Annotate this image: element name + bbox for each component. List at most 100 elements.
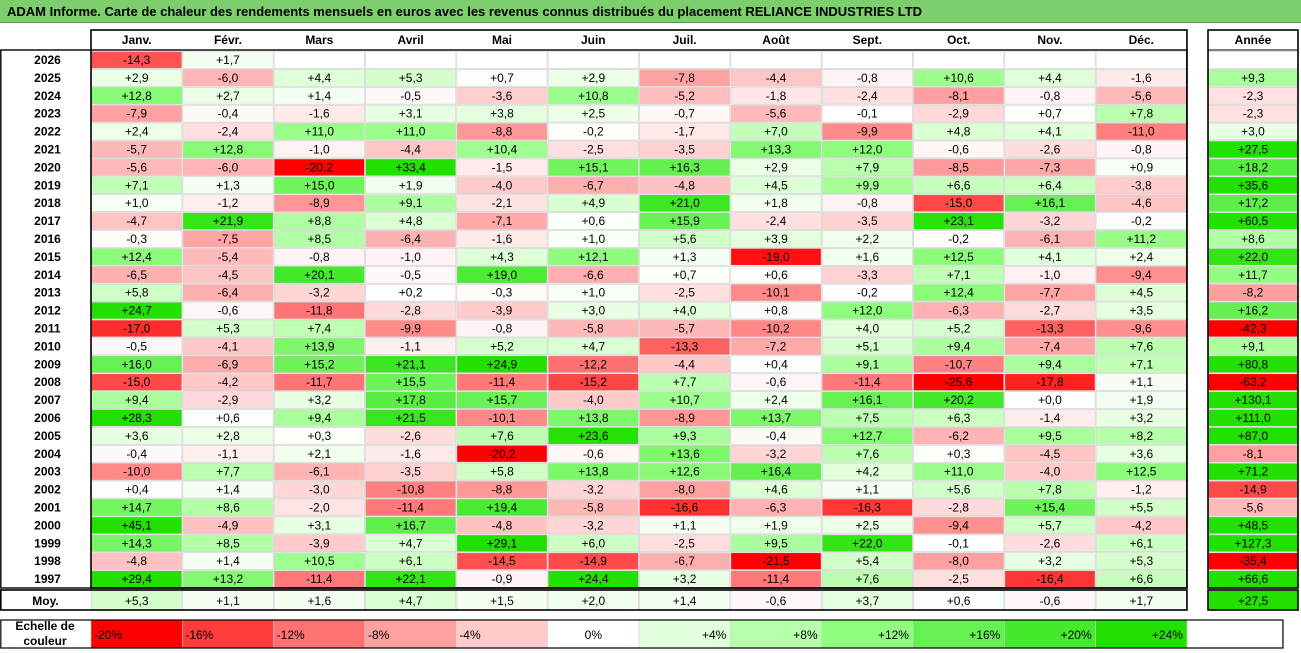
heatmap-cell: [456, 391, 548, 409]
heatmap-cell: [639, 391, 731, 409]
cell-value: +9,1: [399, 196, 423, 210]
heatmap-cell: [182, 301, 274, 320]
cell-value: -4,1: [218, 339, 239, 353]
heatmap-cell: [547, 69, 639, 87]
heatmap-cell: [730, 176, 822, 195]
cell-value: +2,4: [764, 393, 788, 407]
cell-value: +5,8: [125, 286, 149, 300]
cell-value: -0,6: [948, 143, 969, 157]
heatmap-cell: [365, 122, 457, 141]
cell-value: +1,1: [855, 483, 879, 497]
heatmap-cell: [1004, 552, 1096, 570]
annual-value: +71,2: [1238, 465, 1269, 479]
cell-value: +12,5: [943, 250, 974, 264]
cell-value: +13,3: [761, 143, 792, 157]
month-header: Juin: [581, 33, 606, 47]
heatmap-cell: [730, 373, 822, 391]
heatmap-cell: [730, 194, 822, 212]
cell-value: +7,1: [125, 178, 149, 192]
cell-value: -8,8: [492, 125, 513, 139]
cell-value: -17,8: [1036, 375, 1064, 389]
annual-header: Année: [1235, 33, 1272, 47]
heatmap-cell: [547, 355, 639, 374]
cell-value: +22,1: [395, 572, 426, 586]
month-header: Févr.: [214, 33, 242, 47]
average-label: Moy.: [32, 594, 58, 608]
cell-value: +8,5: [216, 536, 240, 550]
cell-value: -11,7: [306, 375, 333, 389]
cell-value: +3,2: [1038, 554, 1062, 568]
heatmap-cell: [639, 516, 731, 535]
heatmap-cell: [821, 104, 913, 123]
heatmap-cell: [1004, 283, 1096, 302]
legend-swatch-label: +24%: [1152, 628, 1183, 642]
heatmap-cell: [639, 337, 731, 356]
heatmap-cell: [273, 391, 365, 409]
heatmap-cell: [913, 248, 1005, 266]
cell-value: +5,5: [1129, 501, 1153, 515]
heatmap-cell: [639, 355, 731, 374]
year-label: 2006: [34, 411, 61, 425]
cell-value: +16,4: [761, 465, 792, 479]
year-label: 2023: [34, 107, 61, 121]
cell-value: +23,6: [578, 429, 609, 443]
heatmap-cell: [639, 301, 731, 320]
cell-value: +1,8: [764, 196, 788, 210]
heatmap-cell: [1004, 337, 1096, 356]
cell-value: +12,7: [852, 429, 883, 443]
heatmap-cell: [273, 51, 365, 69]
heatmap-cell: [1004, 409, 1096, 427]
year-label: 2022: [34, 125, 61, 139]
cell-value: -4,8: [492, 518, 513, 532]
average-value: +1,5: [490, 594, 514, 608]
heatmap-cell: [639, 158, 731, 177]
cell-value: +1,1: [673, 518, 697, 532]
heatmap-cell: [730, 212, 822, 230]
year-label: 2014: [34, 268, 61, 282]
heatmap-cell: [547, 104, 639, 123]
average-annual-value: +27,5: [1238, 594, 1269, 608]
heatmap-cell: [456, 319, 548, 338]
cell-value: -2,0: [309, 501, 330, 515]
heatmap-cell: [639, 176, 731, 195]
cell-value: -3,2: [583, 483, 604, 497]
cell-value: -3,6: [492, 89, 513, 103]
cell-value: +16,7: [395, 518, 426, 532]
heatmap-cell: [182, 409, 274, 427]
cell-value: -15,0: [123, 375, 151, 389]
year-label: 1998: [34, 554, 61, 568]
year-label: 2024: [34, 89, 61, 103]
cell-value: -1,6: [492, 232, 513, 246]
cell-value: -13,3: [671, 339, 699, 353]
heatmap-cell: [273, 462, 365, 481]
heatmap-cell: [365, 516, 457, 535]
cell-value: -11,4: [306, 572, 333, 586]
heatmap-cell: [273, 86, 365, 105]
cell-value: +6,6: [1129, 572, 1153, 586]
cell-value: +9,4: [125, 393, 149, 407]
cell-value: +15,7: [487, 393, 518, 407]
heatmap-cell: [639, 86, 731, 105]
cell-value: -2,5: [674, 536, 695, 550]
cell-value: +0,8: [764, 304, 788, 318]
cell-value: -1,1: [400, 339, 421, 353]
cell-value: +3,2: [1129, 411, 1153, 425]
year-column-border: [0, 49, 1188, 589]
cell-value: -0,4: [218, 107, 239, 121]
heatmap-cell: [182, 373, 274, 391]
cell-value: +19,0: [487, 268, 518, 282]
legend-label-line1: Echelle de: [15, 619, 75, 633]
annual-value: +18,2: [1238, 160, 1269, 174]
average-value: +1,1: [216, 594, 240, 608]
heatmap-cell: [365, 498, 457, 517]
legend-swatch-label: -12%: [277, 628, 305, 642]
annual-value: -2,3: [1243, 89, 1264, 103]
heatmap-cell: [365, 212, 457, 230]
cell-value: +2,4: [1129, 250, 1153, 264]
cell-value: +1,3: [216, 178, 240, 192]
cell-value: -2,6: [1040, 143, 1061, 157]
heatmap-cell: [182, 140, 274, 159]
cell-value: +0,7: [1038, 107, 1062, 121]
cell-value: +4,0: [673, 304, 697, 318]
month-header: Mars: [305, 33, 333, 47]
